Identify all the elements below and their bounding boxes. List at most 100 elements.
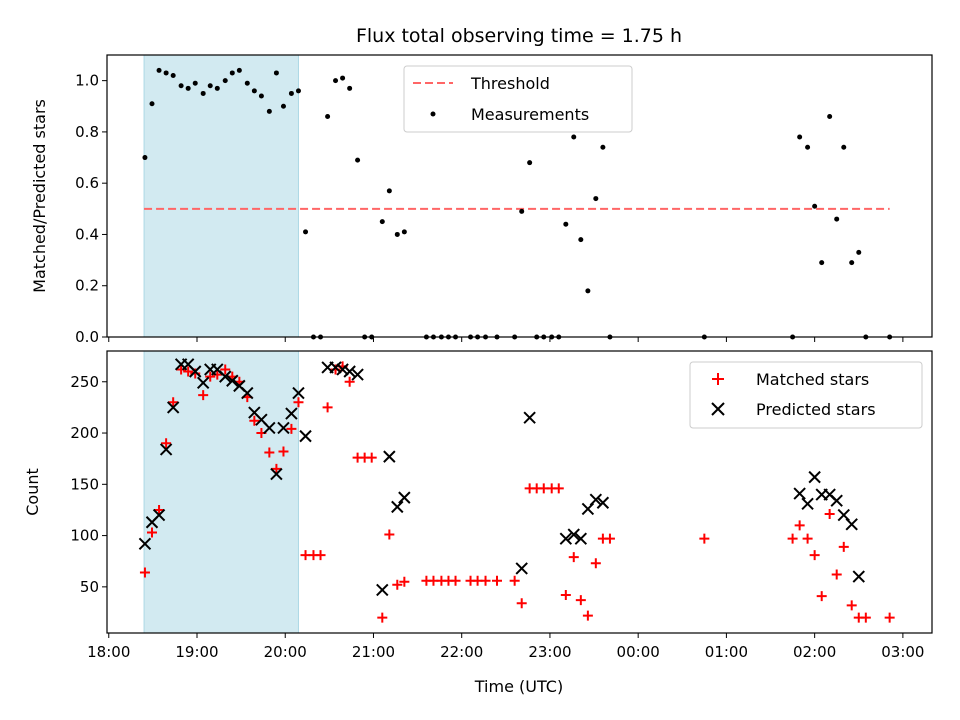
measurement-point [519,208,525,214]
predicted-point [801,497,814,511]
predicted-point [189,365,202,378]
matched-point [322,402,333,413]
y-tick-label: 100 [70,527,99,545]
matched-point [344,376,355,387]
legend-matched-swatch [712,373,724,385]
legend-measurements-swatch [430,111,436,117]
predicted-point [152,508,166,522]
matched-point [399,576,410,587]
y-tick-label: 0.8 [75,123,99,141]
measurement-point [819,260,825,266]
top-plot-area [142,54,893,340]
measurement-point [841,144,847,150]
matched-point [699,533,710,544]
bottom-panel: 50 100 150 200 250 18:00 19:00 20:00 21:00 22:00… [23,350,933,696]
measurement-point [229,70,235,76]
bottom-y-ticks: 50 100 150 200 250 [70,373,107,596]
bottom-legend: Matched stars Predicted stars [689,361,923,429]
legend-matched-label: Matched stars [756,370,869,389]
measurement-point [401,229,407,235]
x-tick-label: 00:00 [617,643,660,661]
predicted-point [219,370,232,383]
matched-point [884,612,895,623]
x-tick-label: 21:00 [352,643,395,661]
measurement-point [527,160,533,166]
measurement-point [200,90,206,96]
predicted-point [329,361,342,374]
top-legend: Threshold Measurements [403,65,633,133]
matched-point [492,575,502,586]
y-tick-label: 1.0 [75,72,99,90]
predicted-point [391,500,404,514]
predicted-point [138,537,152,550]
matched-point [553,483,564,494]
matched-point [183,366,194,377]
measurement-point [797,134,803,140]
measurement-point [303,229,309,235]
legend-predicted-label: Predicted stars [756,400,876,419]
measurement-point [340,75,346,81]
x-tick-label: 03:00 [881,643,924,661]
top-y-ticks: 0.0 0.2 0.4 0.6 0.8 1.0 [75,72,107,346]
matched-point [198,390,209,401]
measurement-point [266,108,272,114]
matched-point [249,415,260,426]
matched-point [846,600,857,611]
measurement-point [251,88,257,94]
measurement-point [178,83,184,89]
bottom-highlight-span [143,350,299,634]
y-tick-label: 0.0 [75,328,99,346]
measurement-point [163,70,169,76]
predicted-point [292,386,305,400]
measurement-point [236,67,242,73]
matched-point [838,541,849,552]
predicted-point [574,532,588,545]
predicted-point [852,570,865,583]
matched-point [139,567,150,578]
matched-point [568,552,579,563]
measurement-point [812,203,818,209]
predicted-point [808,470,821,484]
top-y-axis-label: Matched/Predicted stars [30,99,49,293]
predicted-point [226,374,239,387]
matched-point [147,527,157,538]
measurement-point [600,144,606,150]
x-tick-label: 01:00 [705,643,748,661]
predicted-point [263,421,276,435]
matched-point [278,446,289,457]
y-tick-label: 150 [70,475,99,493]
measurement-point [827,114,833,120]
y-tick-label: 0.2 [75,277,99,295]
measurement-point [593,196,599,202]
matched-point [509,575,520,586]
measurement-point [563,221,569,227]
measurement-point [244,80,250,86]
matched-point [516,598,527,609]
bottom-plot-area [138,350,895,634]
x-tick-label: 19:00 [175,643,218,661]
measurement-point [280,103,286,109]
matched-point [154,504,165,515]
matched-point [205,371,216,382]
matched-point [392,579,403,590]
measurement-point [805,144,811,150]
x-tick-label: 20:00 [264,643,307,661]
y-tick-label: 250 [70,373,99,391]
top-highlight-span [143,54,299,338]
measurement-point [849,260,855,266]
matched-point [831,569,842,580]
matched-point [560,590,571,601]
measurement-point [149,101,155,107]
matched-point [794,520,805,531]
measurement-point [288,90,294,96]
measurement-point [295,88,301,94]
matched-point [604,533,615,544]
matched-point [816,591,827,602]
matched-point [377,612,388,623]
measurement-point [834,216,840,222]
measurement-point [214,85,220,91]
x-tick-label: 02:00 [793,643,836,661]
bottom-axes-frame [106,350,933,634]
y-tick-label: 0.4 [75,225,99,243]
measurement-point [333,78,339,84]
